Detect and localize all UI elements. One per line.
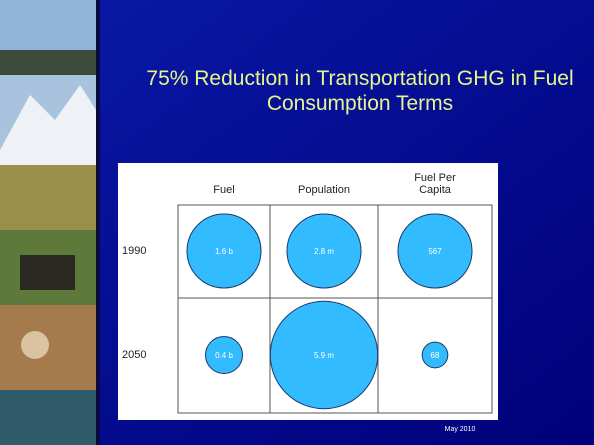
bubble: [269, 300, 379, 410]
bubble-label: 68: [431, 351, 440, 360]
bubble-label: 5.9 m: [314, 351, 334, 360]
bubble: [205, 336, 243, 374]
slide-title: 75% Reduction in Transportation GHG in F…: [146, 67, 574, 115]
bubble: [397, 213, 473, 289]
photo-strip: [0, 0, 100, 445]
column-header: Fuel Per Capita: [414, 172, 456, 196]
bubble: [286, 213, 362, 289]
bubble: [186, 213, 262, 289]
bubble-label: 2.8 m: [314, 247, 334, 256]
bubble-label: 1.6 b: [215, 247, 233, 256]
column-header: Population: [298, 184, 350, 196]
row-label: 1990: [122, 245, 146, 257]
bubble-label: 567: [428, 247, 442, 256]
footer: May 2010: [444, 426, 476, 433]
bubble-label: 0.4 b: [215, 351, 233, 360]
row-label: 2050: [122, 349, 146, 361]
bubble: [421, 341, 449, 369]
grid: [177, 204, 493, 414]
column-header: Fuel: [213, 184, 235, 196]
